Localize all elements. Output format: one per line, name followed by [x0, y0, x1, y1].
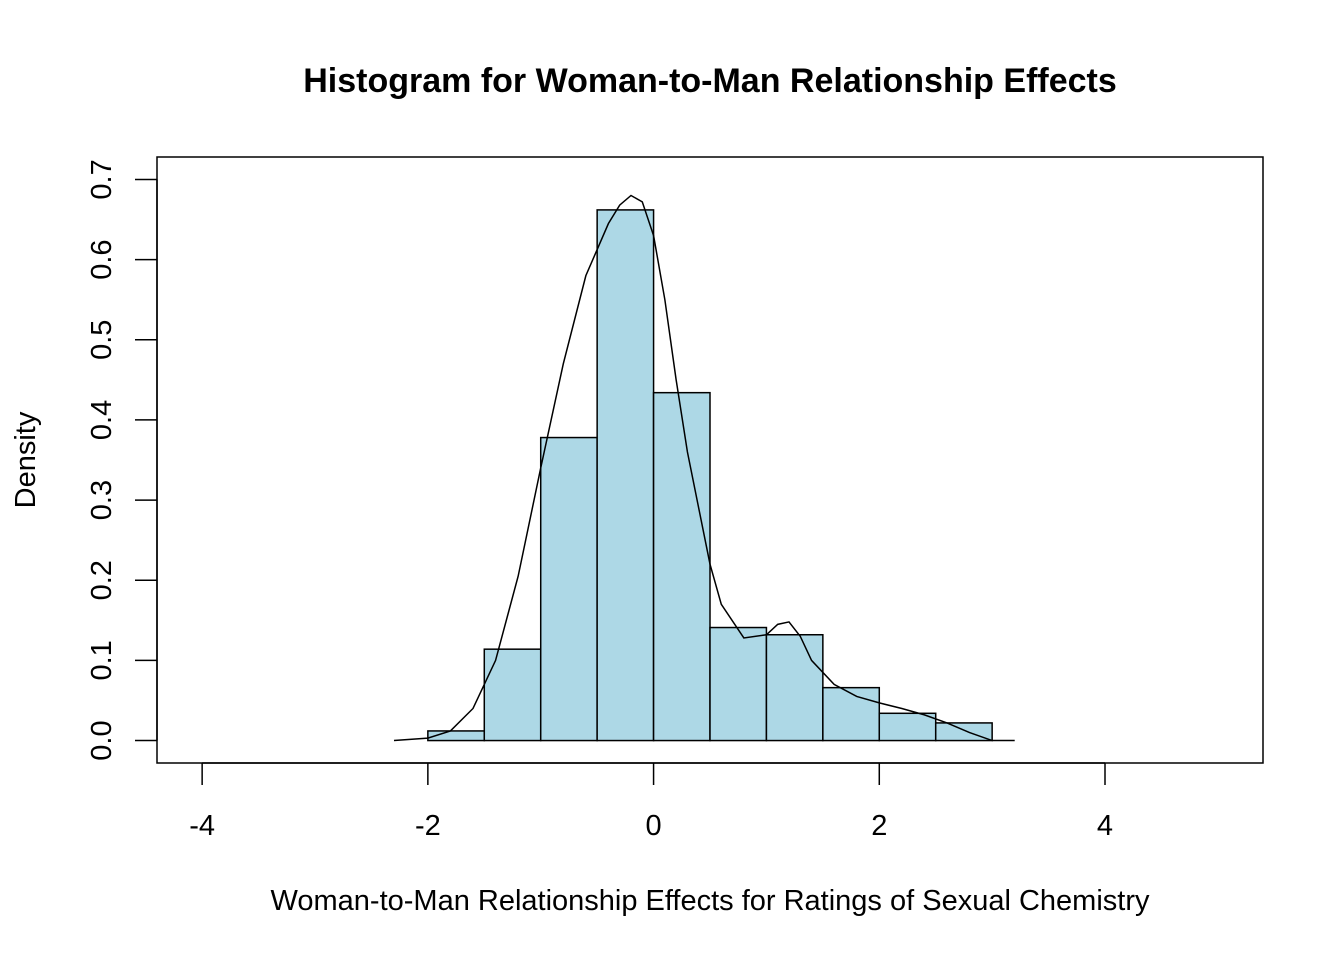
x-axis: -4 -2 0 2 4: [189, 762, 1113, 842]
histogram-bar: [709, 626, 768, 742]
y-tick-label: 0.7: [86, 159, 118, 199]
y-tick-label: 0.1: [86, 640, 118, 680]
y-tick-label: 0.4: [86, 400, 118, 440]
histogram-bar: [765, 633, 824, 742]
x-axis-label: Woman-to-Man Relationship Effects for Ra…: [271, 885, 1150, 917]
y-axis-label: Density: [10, 411, 42, 508]
x-tick-label: -4: [189, 810, 215, 842]
y-axis: 0.0 0.1 0.2 0.3 0.4 0.5 0.6 0.7: [86, 159, 158, 761]
x-tick-label: 4: [1097, 810, 1113, 842]
y-tick-label: 0.5: [86, 320, 118, 360]
histogram-bars: [427, 209, 993, 742]
histogram-bar: [652, 391, 711, 742]
y-tick-label: 0.6: [86, 239, 118, 279]
histogram-bar: [539, 436, 598, 742]
histogram-bar: [483, 648, 542, 742]
x-tick-label: 2: [871, 810, 887, 842]
histogram-bar: [596, 209, 655, 742]
y-tick-label: 0.2: [86, 560, 118, 600]
y-tick-label: 0.0: [86, 720, 118, 760]
chart-title: Histogram for Woman-to-Man Relationship …: [303, 62, 1117, 100]
x-tick-label: 0: [646, 810, 662, 842]
y-tick-label: 0.3: [86, 480, 118, 520]
density-curve: [393, 194, 1015, 742]
histogram-bar: [822, 686, 881, 742]
histogram-bar: [878, 712, 937, 742]
x-tick-label: -2: [415, 810, 441, 842]
